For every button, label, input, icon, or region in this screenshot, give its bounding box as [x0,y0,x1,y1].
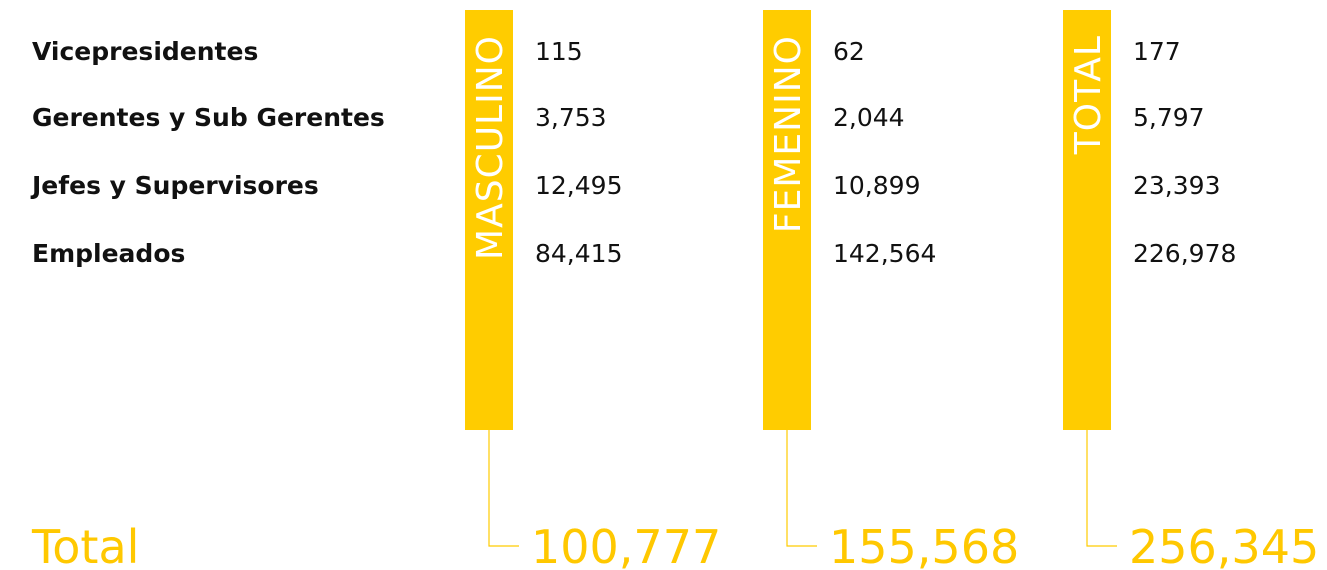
cell-value: 177 [1133,37,1181,66]
column-header: TOTAL [1068,35,1109,155]
cell-value: 142,564 [833,239,936,268]
cell-value: 226,978 [1133,239,1236,268]
cell-value: 23,393 [1133,171,1220,200]
cell-value: 12,495 [535,171,622,200]
connector [786,430,817,547]
row-label: Empleados [32,239,185,268]
column-bar [465,10,513,430]
cell-value: 5,797 [1133,103,1205,132]
cell-value: 115 [535,37,583,66]
column-total: 100,777 [531,520,721,570]
connector [488,430,519,547]
connector [1086,430,1117,547]
column-total: 256,345 [1129,520,1319,570]
cell-value: 10,899 [833,171,920,200]
column-header: FEMENINO [768,35,809,233]
column-total: 155,568 [829,520,1019,570]
cell-value: 3,753 [535,103,607,132]
row-label: Jefes y Supervisores [30,171,319,200]
column-bar [763,10,811,430]
cell-value: 84,415 [535,239,622,268]
row-label: Gerentes y Sub Gerentes [32,103,385,132]
row-label: Vicepresidentes [32,37,258,66]
cell-value: 2,044 [833,103,905,132]
total-label: Total [31,520,139,570]
column-header: MASCULINO [470,35,511,260]
column-bar [1063,10,1111,430]
cell-value: 62 [833,37,865,66]
